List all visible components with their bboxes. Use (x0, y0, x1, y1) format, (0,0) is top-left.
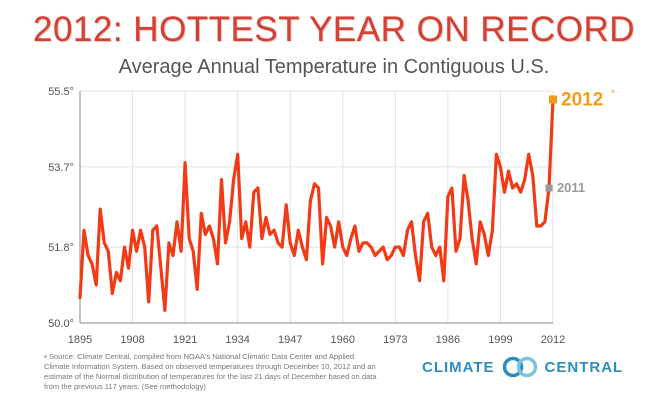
x-tick-label: 1986 (436, 334, 460, 346)
x-tick-label: 1960 (331, 334, 355, 346)
source-bullet-icon: ▪ (44, 352, 49, 361)
chart-subtitle: Average Annual Temperature in Contiguous… (118, 56, 550, 78)
y-tick-label: 51.8° (48, 242, 74, 254)
x-tick-label: 1934 (225, 334, 249, 346)
logo-rings-icon (502, 356, 537, 378)
climate-central-logo: CLIMATE CENTRAL (422, 354, 623, 380)
annotation-2011-label: 2011 (557, 180, 585, 195)
x-tick-label: 1921 (173, 334, 197, 346)
page-title: 2012: HOTTEST YEAR ON RECORD (32, 10, 636, 49)
x-tick-label: 1947 (278, 334, 302, 346)
y-tick-label: 50.0° (48, 318, 74, 330)
annotation-2012-asterisk: * (611, 88, 615, 99)
marker-2011 (545, 184, 553, 192)
logo-right-text: CENTRAL (544, 358, 624, 376)
x-tick-label: 1999 (488, 334, 512, 346)
y-tick-label: 53.7° (48, 162, 74, 174)
x-tick-label: 1908 (120, 334, 144, 346)
annotation-2012-label: 2012 (561, 89, 603, 110)
x-tick-label: 1973 (383, 334, 407, 346)
logo-left-text: CLIMATE (422, 358, 495, 376)
source-note-text: Source: Climate Central, compiled from N… (44, 352, 377, 391)
source-note: ▪ Source: Climate Central, compiled from… (44, 352, 379, 392)
plot-area (80, 91, 553, 323)
x-tick-label: 2012 (541, 334, 565, 346)
y-tick-label: 55.5° (48, 86, 74, 98)
x-tick-label: 1895 (68, 334, 92, 346)
marker-2012 (549, 95, 557, 104)
temperature-series-line (78, 97, 555, 312)
